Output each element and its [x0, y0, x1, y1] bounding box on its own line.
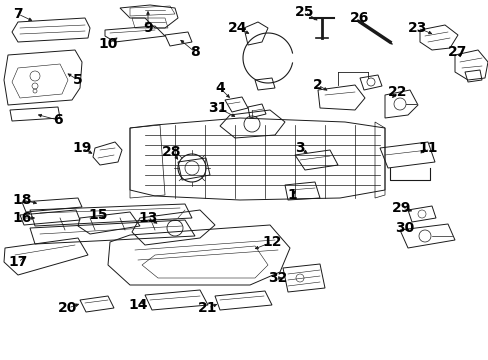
Text: 27: 27	[447, 45, 467, 59]
Text: 21: 21	[198, 301, 217, 315]
Text: 4: 4	[215, 81, 224, 95]
Text: 30: 30	[395, 221, 414, 235]
Text: 5: 5	[73, 73, 82, 87]
Text: 20: 20	[58, 301, 78, 315]
Text: 23: 23	[407, 21, 427, 35]
Text: 11: 11	[417, 141, 437, 155]
Text: 22: 22	[387, 85, 407, 99]
Text: 29: 29	[391, 201, 411, 215]
Text: 18: 18	[12, 193, 32, 207]
Text: 1: 1	[286, 188, 296, 202]
Text: 32: 32	[268, 271, 287, 285]
Text: 3: 3	[295, 141, 304, 155]
Text: 19: 19	[72, 141, 92, 155]
Text: 14: 14	[128, 298, 147, 312]
Text: 24: 24	[228, 21, 247, 35]
Text: 16: 16	[12, 211, 32, 225]
Text: 9: 9	[143, 21, 153, 35]
Text: 8: 8	[190, 45, 200, 59]
Text: 25: 25	[295, 5, 314, 19]
Text: 2: 2	[312, 78, 322, 92]
Text: 17: 17	[8, 255, 28, 269]
Text: 26: 26	[349, 11, 369, 25]
Text: 13: 13	[138, 211, 157, 225]
Text: 31: 31	[208, 101, 227, 115]
Text: 15: 15	[88, 208, 107, 222]
Text: 10: 10	[98, 37, 118, 51]
Text: 6: 6	[53, 113, 62, 127]
Text: 7: 7	[13, 7, 23, 21]
Text: 12: 12	[262, 235, 281, 249]
Text: 28: 28	[162, 145, 182, 159]
